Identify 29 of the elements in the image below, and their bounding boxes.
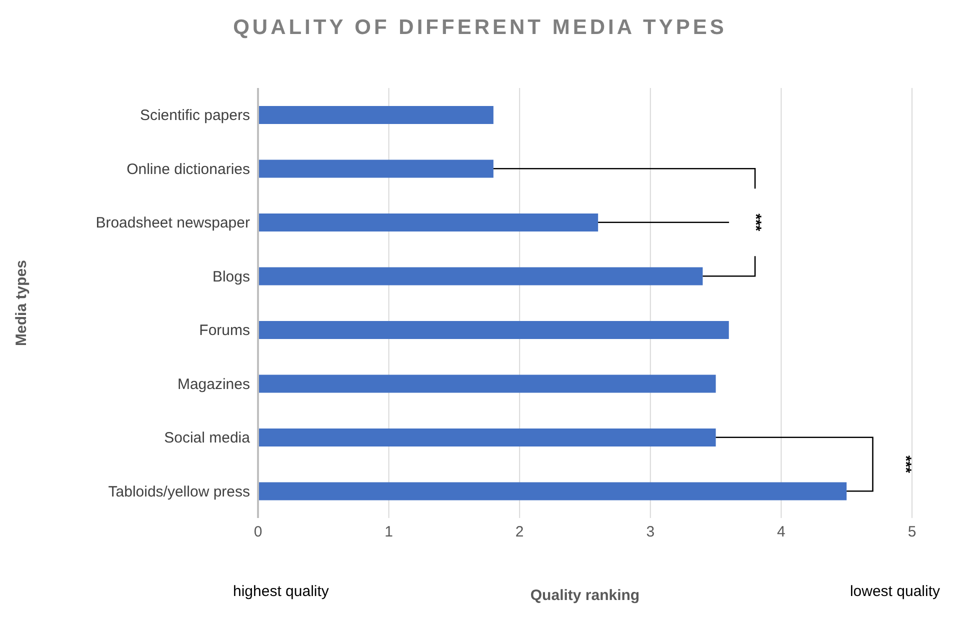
y-tick-label: Blogs [212, 268, 250, 286]
x-tick-label: 1 [384, 524, 393, 541]
y-tick-label: Online dictionaries [126, 160, 250, 178]
x-axis-title: Quality ranking [530, 587, 640, 604]
annotation: *** [747, 214, 764, 232]
bar [258, 374, 716, 393]
y-tick-label: Scientific papers [140, 107, 250, 124]
bar [258, 267, 703, 286]
x-tick-label: 0 [254, 524, 262, 541]
y-tick-label: Tabloids/yellow press [108, 483, 250, 500]
bar [258, 214, 598, 232]
y-axis-title: Media types [13, 260, 30, 346]
text: lowest quality [850, 583, 940, 600]
x-tick-label: 3 [646, 524, 655, 541]
x-tick-label: 4 [777, 524, 786, 541]
annotation: *** [896, 455, 914, 474]
x-tick-label: 5 [908, 524, 916, 541]
chart-title: QUALITY OF DIFFERENT MEDIA TYPES [232, 16, 728, 40]
y-tick-label: Social media [164, 430, 251, 447]
x-tick-label: 2 [515, 524, 524, 541]
y-tick-label: Forums [199, 322, 250, 340]
bar [258, 321, 729, 339]
bar [258, 482, 847, 500]
bar [258, 428, 716, 446]
y-tick-label: Magazines [177, 376, 250, 393]
y-tick-label: Broadsheet newspaper [96, 214, 250, 232]
text: highest quality [233, 583, 330, 600]
bar [258, 160, 494, 178]
bar [258, 106, 494, 124]
